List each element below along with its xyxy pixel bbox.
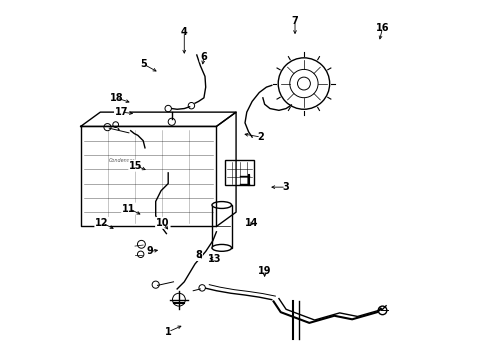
Text: 7: 7 [292, 16, 298, 26]
Text: 15: 15 [129, 161, 143, 171]
Text: 16: 16 [376, 23, 389, 33]
Text: 17: 17 [115, 107, 128, 117]
Text: 10: 10 [156, 218, 170, 228]
FancyArrowPatch shape [118, 129, 119, 130]
Text: 2: 2 [258, 132, 265, 142]
Text: 19: 19 [258, 266, 271, 276]
Ellipse shape [212, 244, 232, 251]
Ellipse shape [212, 202, 232, 208]
Text: 11: 11 [122, 203, 136, 213]
Text: 9: 9 [147, 247, 154, 256]
Bar [212, 205, 232, 248]
Text: 3: 3 [283, 182, 290, 192]
Text: 8: 8 [195, 250, 202, 260]
Bar [225, 160, 254, 185]
Text: 14: 14 [245, 218, 259, 228]
Text: Condenser: Condenser [109, 158, 136, 163]
Text: 13: 13 [208, 253, 221, 264]
Text: 5: 5 [140, 59, 147, 69]
Text: 6: 6 [200, 52, 207, 62]
Text: 18: 18 [110, 93, 123, 103]
Text: 12: 12 [96, 218, 109, 228]
Text: 1: 1 [165, 327, 172, 337]
Text: 4: 4 [181, 27, 188, 37]
